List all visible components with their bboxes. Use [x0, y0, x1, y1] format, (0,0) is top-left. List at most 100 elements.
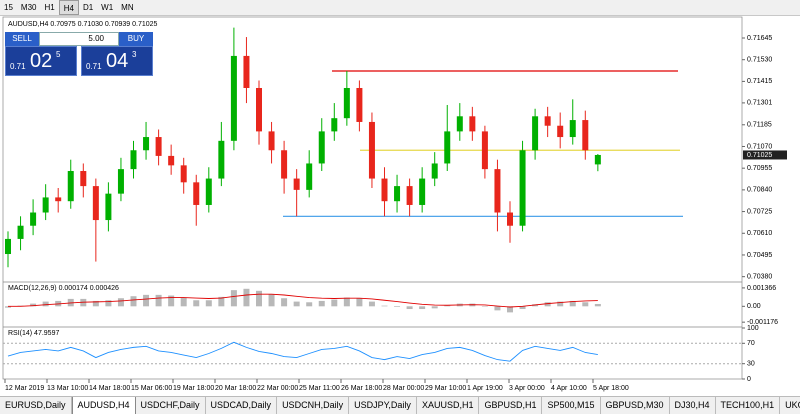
chart-tab[interactable]: SP500,M15	[542, 397, 601, 414]
x-tick-label: 13 Mar 10:00	[47, 385, 88, 392]
macd-bar	[444, 305, 451, 307]
macd-bar	[507, 306, 513, 313]
macd-bar	[230, 290, 237, 307]
macd-bar	[80, 298, 87, 307]
candle-body	[481, 131, 488, 170]
trade-panel: SELL 5.00 BUY 0.71 02 5 0.71 04 3	[5, 32, 153, 76]
macd-bar	[481, 306, 488, 307]
bid-pips: 02	[30, 50, 53, 72]
x-tick-label: 29 Mar 10:00	[425, 385, 466, 392]
candle-body	[569, 120, 576, 138]
candle-body	[343, 87, 350, 119]
macd-bar	[494, 306, 501, 311]
macd-bar	[5, 306, 11, 308]
candle-body	[507, 212, 513, 226]
candle-body	[143, 137, 150, 151]
x-tick-label: 14 Mar 18:00	[89, 385, 130, 392]
macd-bar	[256, 290, 262, 307]
macd-bar	[318, 300, 325, 307]
macd-bar	[243, 288, 250, 307]
candle-body	[419, 178, 426, 205]
chart-tab[interactable]: UKO	[780, 397, 800, 414]
y-tick-label: 0.71301	[747, 100, 772, 107]
x-tick-label: 3 Apr 00:00	[509, 385, 545, 392]
candle-body	[80, 171, 87, 187]
macd-bar	[105, 300, 112, 307]
candle-body	[431, 163, 438, 179]
timeframe-button[interactable]: H4	[58, 0, 79, 15]
chart-tab[interactable]: GBPUSD,M30	[601, 397, 670, 414]
macd-bar	[594, 303, 601, 307]
y-tick-label: 0.70725	[747, 208, 772, 215]
macd-bar	[381, 305, 388, 307]
candle-body	[582, 120, 589, 151]
macd-bar	[155, 294, 162, 307]
candle-body	[17, 225, 24, 239]
macd-bar	[30, 303, 37, 307]
bid-point: 5	[56, 50, 61, 59]
macd-bar	[557, 301, 564, 307]
macd-bar	[368, 301, 375, 307]
current-price-box	[743, 150, 787, 160]
timeframe-button[interactable]: M30	[20, 3, 37, 12]
y-tick-label: 0.71530	[747, 57, 772, 64]
candle-body	[205, 178, 212, 205]
timeframe-button[interactable]: MN	[121, 3, 134, 12]
current-price-label: 0.71025	[747, 152, 772, 159]
candle-body	[92, 186, 99, 221]
timeframe-button[interactable]: D1	[82, 3, 94, 12]
volume-input[interactable]: 5.00	[39, 32, 119, 46]
chart-frame	[2, 16, 743, 380]
candle-body	[318, 131, 325, 164]
chart-tab[interactable]: USDJPY,Daily	[349, 397, 417, 414]
timeframe-button[interactable]: H1	[44, 3, 55, 12]
candle-body	[268, 131, 275, 151]
chart-tab[interactable]: USDCNH,Daily	[277, 397, 350, 414]
indicator-title: RSI(14) 47.9597	[8, 330, 59, 337]
chart-tab[interactable]: DJ30,H4	[670, 397, 716, 414]
macd-bar	[168, 295, 175, 307]
x-tick-label: 5 Apr 18:00	[593, 385, 629, 392]
chart-tab[interactable]: EURUSD,Daily	[0, 397, 72, 414]
macd-bar	[130, 296, 137, 307]
candle-body	[256, 87, 262, 132]
bid-box[interactable]: 0.71 02 5	[5, 46, 77, 76]
candle-body	[456, 116, 463, 132]
x-tick-label: 28 Mar 00:00	[383, 385, 424, 392]
y-tick-label: 70	[747, 340, 755, 347]
macd-bar	[281, 298, 288, 307]
macd-bar	[117, 298, 124, 307]
candle-body	[381, 178, 388, 202]
y-tick-label: 0.70380	[747, 274, 772, 281]
chart-title: AUDUSD,H4 0.70975 0.71030 0.70939 0.7102…	[8, 21, 158, 28]
ask-box[interactable]: 0.71 04 3	[81, 46, 153, 76]
candle-body	[293, 178, 300, 190]
timeframe-button[interactable]: W1	[101, 3, 114, 12]
chart-tab[interactable]: AUDUSD,H4	[71, 397, 136, 414]
candle-body	[67, 171, 74, 202]
chart-tab[interactable]: USDCAD,Daily	[206, 397, 278, 414]
chart-tab[interactable]: TECH100,H1	[716, 397, 781, 414]
macd-bar	[143, 294, 150, 307]
candle-body	[230, 55, 237, 141]
sell-button[interactable]: SELL	[5, 32, 39, 46]
buy-button[interactable]: BUY	[119, 32, 153, 46]
chart-tab[interactable]: USDCHF,Daily	[136, 397, 206, 414]
candle-body	[544, 116, 551, 126]
candle-body	[406, 186, 413, 205]
macd-bar	[394, 306, 401, 307]
macd-bar	[356, 298, 363, 307]
macd-bar	[268, 294, 275, 307]
macd-bar	[218, 296, 225, 307]
chart-tab[interactable]: XAUUSD,H1	[417, 397, 480, 414]
candle-body	[469, 116, 476, 132]
candle-body	[218, 140, 225, 179]
macd-signal-line	[8, 293, 598, 308]
chart-tab[interactable]: GBPUSD,H1	[479, 397, 543, 414]
y-tick-label: 0	[747, 376, 751, 383]
timeframe-button[interactable]: 15	[4, 3, 13, 12]
macd-bar	[544, 302, 551, 307]
candle-body	[105, 193, 112, 221]
candle-body	[306, 163, 313, 190]
candle-body	[180, 165, 187, 183]
